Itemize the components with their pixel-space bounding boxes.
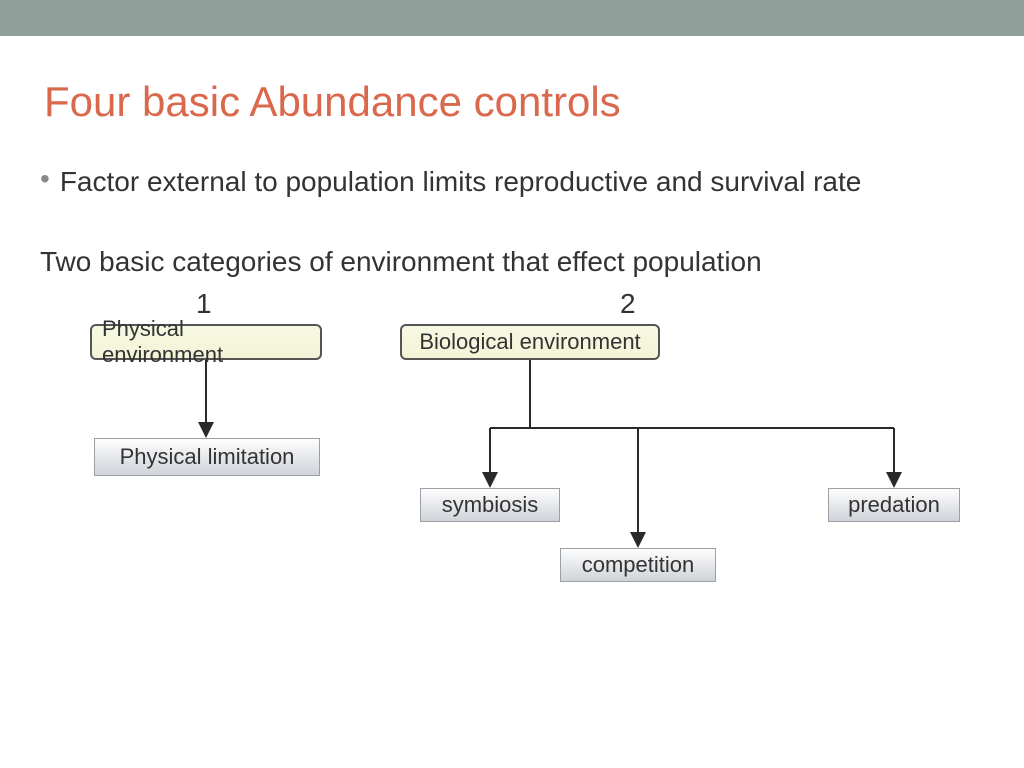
- node-label: competition: [582, 552, 695, 578]
- node-label: Physical limitation: [120, 444, 295, 470]
- node-label: predation: [848, 492, 940, 518]
- node-symbiosis: symbiosis: [420, 488, 560, 522]
- node-label: Physical environment: [102, 316, 310, 368]
- category-number-2: 2: [620, 288, 636, 320]
- node-label: Biological environment: [419, 329, 640, 355]
- node-competition: competition: [560, 548, 716, 582]
- top-accent-bar: [0, 0, 1024, 36]
- node-physical-limitation: Physical limitation: [94, 438, 320, 476]
- node-physical-environment: Physical environment: [90, 324, 322, 360]
- bullet-dot-icon: •: [40, 164, 50, 195]
- slide-title: Four basic Abundance controls: [44, 78, 621, 126]
- node-predation: predation: [828, 488, 960, 522]
- node-label: symbiosis: [442, 492, 539, 518]
- connector-layer: [0, 36, 1024, 768]
- bullet-text: Factor external to population limits rep…: [60, 164, 862, 199]
- bullet-item: • Factor external to population limits r…: [40, 164, 861, 199]
- slide-body: Four basic Abundance controls • Factor e…: [0, 36, 1024, 768]
- node-biological-environment: Biological environment: [400, 324, 660, 360]
- subheading-text: Two basic categories of environment that…: [40, 246, 762, 278]
